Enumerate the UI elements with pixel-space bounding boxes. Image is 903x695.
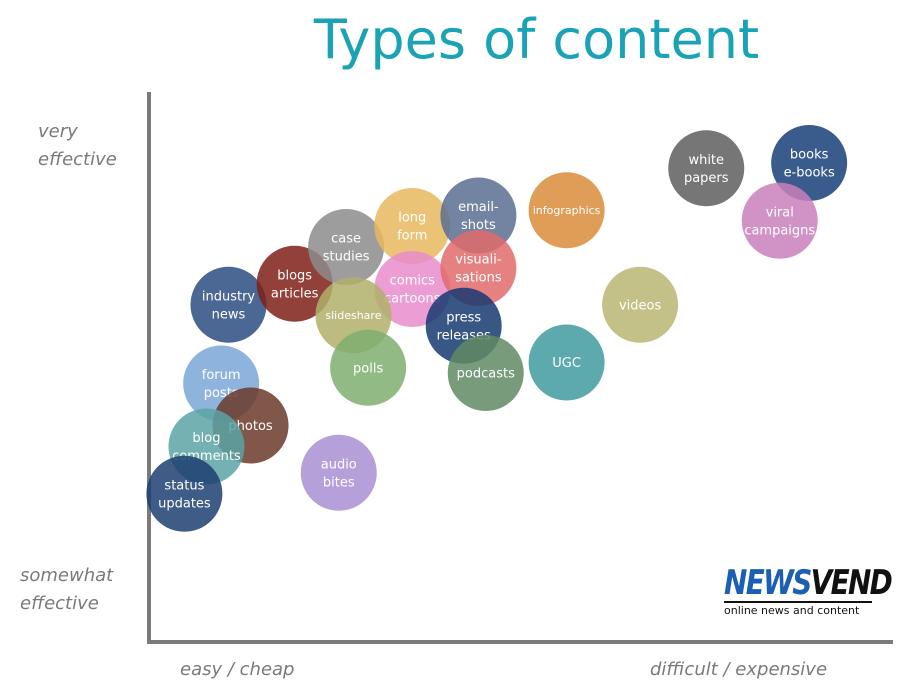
bubble-status-updates: status updates	[146, 455, 223, 532]
bubble-videos: videos	[602, 266, 679, 343]
bubble-infographics: infographics	[528, 172, 605, 249]
bubble-label: papers	[684, 171, 729, 186]
bubble-label: white	[688, 153, 724, 168]
bubble-label: bites	[323, 475, 355, 490]
y-axis-top-label: very effective	[38, 118, 148, 174]
bubble-books-e-books: books e-books	[771, 125, 848, 201]
bubble-label: slideshare	[325, 309, 381, 322]
bubble-label: status	[164, 478, 204, 493]
bubble-label: industry	[202, 289, 256, 304]
bubble-label: polls	[353, 361, 383, 376]
bubble-label: visuali-	[455, 253, 502, 268]
bubble-label: e-books	[784, 166, 835, 181]
bubble-label: videos	[619, 298, 662, 313]
bubble-podcasts: podcasts	[447, 335, 524, 411]
bubble-circle	[528, 172, 605, 249]
bubble-label: studies	[323, 250, 370, 265]
bubble-viral-campaigns: viral campaigns	[741, 182, 818, 259]
bubble-circle	[528, 324, 605, 401]
bubble-label: shots	[461, 218, 496, 233]
bubble-label: campaigns	[744, 223, 815, 238]
bubble-label: form	[397, 229, 427, 244]
y-axis-bottom-label: somewhat effective	[20, 562, 140, 618]
bubble-label: blog	[192, 431, 220, 446]
bubble-circle	[447, 335, 524, 411]
bubble-circle	[741, 182, 818, 259]
bubble-industry-news: industry news	[190, 266, 267, 343]
bubble-label: forum	[202, 368, 241, 383]
bubble-circle	[440, 230, 517, 306]
logo-tagline: online news and content	[724, 601, 872, 617]
bubble-circle	[602, 266, 679, 343]
bubble-visuali--sations: visuali-sations	[440, 230, 517, 306]
bubble-circle	[300, 434, 377, 511]
bubble-label: UGC	[552, 356, 581, 371]
bubble-label: sations	[455, 271, 502, 286]
bubble-circle	[440, 177, 517, 254]
bubble-label: updates	[158, 496, 211, 511]
bubble-circle	[190, 266, 267, 343]
bubble-label: infographics	[533, 204, 601, 217]
bubble-label: blogs	[277, 268, 312, 283]
bubble-polls: polls	[330, 329, 407, 406]
bubble-circle	[330, 329, 407, 406]
bubble-email--shots: email-shots	[440, 177, 517, 254]
y-axis-top-text: very effective	[38, 121, 117, 170]
bubble-label: viral	[766, 205, 794, 220]
bubble-label: press	[446, 310, 481, 325]
bubble-label: comics	[390, 274, 436, 289]
bubble-circle	[308, 209, 385, 285]
bubble-label: long	[398, 211, 426, 226]
bubble-label: articles	[271, 286, 319, 301]
x-axis-right-label: difficult / expensive	[650, 659, 828, 680]
bubble-label: audio	[321, 457, 357, 472]
newsvend-logo: NEWSVEND online news and content	[724, 565, 903, 617]
bubble-audio-bites: audio bites	[300, 434, 377, 511]
bubble-label: books	[790, 148, 829, 163]
bubble-circle	[771, 125, 848, 201]
logo-news: NEWS	[724, 563, 812, 603]
x-axis-left-label: easy / cheap	[180, 659, 295, 680]
bubble-label: email-	[458, 200, 499, 215]
bubble-ugc: UGC	[528, 324, 605, 401]
bubble-circle	[374, 188, 451, 264]
bubble-long-form: long form	[374, 188, 451, 264]
y-axis-bottom-text: somewhat effective	[20, 565, 114, 614]
bubble-case-studies: case studies	[308, 209, 385, 285]
bubble-white-papers: white papers	[668, 130, 745, 207]
bubble-label: cartoons	[384, 292, 441, 307]
bubble-label: podcasts	[457, 367, 515, 382]
bubble-label: case	[331, 232, 361, 247]
logo-wordmark: NEWSVEND	[724, 563, 893, 603]
bubble-label: news	[212, 307, 246, 322]
bubble-circle	[668, 130, 745, 207]
bubbles-group: industry news blogs articles case studies long…	[146, 125, 848, 532]
bubble-circle	[146, 455, 223, 532]
chart-title: Types of content	[313, 8, 760, 71]
logo-vend: VEND	[810, 563, 893, 603]
